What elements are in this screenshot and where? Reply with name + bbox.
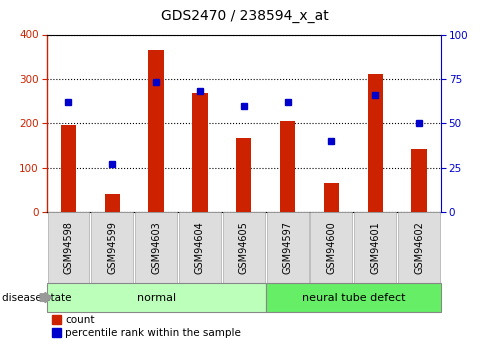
Bar bbox=[148, 50, 164, 212]
Bar bbox=[236, 138, 251, 212]
Text: GSM94603: GSM94603 bbox=[151, 221, 161, 274]
Text: disease state: disease state bbox=[2, 293, 72, 303]
Text: normal: normal bbox=[137, 293, 176, 303]
Bar bbox=[280, 121, 295, 212]
Bar bbox=[324, 183, 339, 212]
Text: GSM94597: GSM94597 bbox=[283, 221, 293, 274]
Text: GSM94598: GSM94598 bbox=[64, 221, 74, 274]
Text: GSM94602: GSM94602 bbox=[414, 221, 424, 274]
Legend: count, percentile rank within the sample: count, percentile rank within the sample bbox=[52, 315, 241, 338]
Bar bbox=[192, 93, 208, 212]
Bar bbox=[412, 149, 427, 212]
Text: GSM94600: GSM94600 bbox=[326, 221, 337, 274]
Bar bbox=[368, 75, 383, 212]
Text: GSM94601: GSM94601 bbox=[370, 221, 380, 274]
Text: GSM94599: GSM94599 bbox=[107, 221, 117, 274]
Text: GDS2470 / 238594_x_at: GDS2470 / 238594_x_at bbox=[161, 9, 329, 22]
Text: neural tube defect: neural tube defect bbox=[301, 293, 405, 303]
Text: GSM94605: GSM94605 bbox=[239, 221, 249, 274]
Bar bbox=[61, 125, 76, 212]
Text: GSM94604: GSM94604 bbox=[195, 221, 205, 274]
Bar bbox=[105, 194, 120, 212]
